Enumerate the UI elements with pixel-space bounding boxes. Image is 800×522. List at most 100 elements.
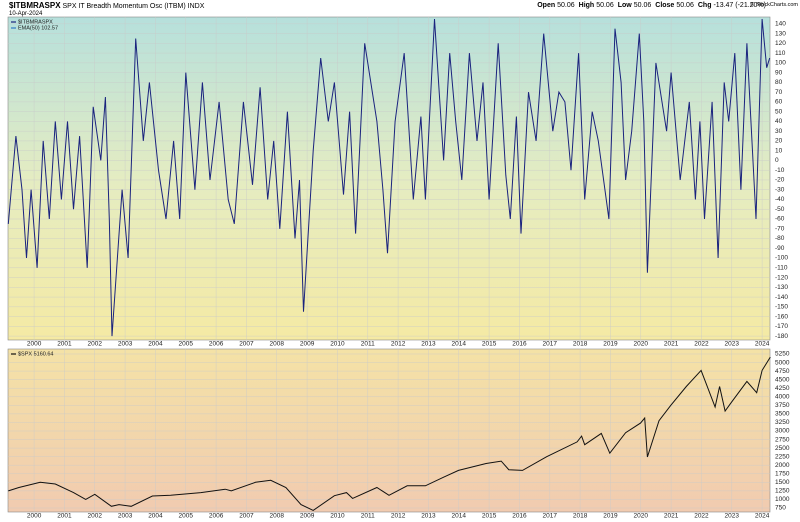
series-line bbox=[7, 18, 771, 337]
y-tick-label: -180 bbox=[775, 333, 788, 340]
y-tick-label: 1000 bbox=[775, 496, 790, 503]
y-tick-label: -90 bbox=[775, 245, 785, 252]
y-tick-label: 80 bbox=[775, 79, 783, 86]
y-tick-label: 20 bbox=[775, 138, 783, 145]
y-tick-label: 30 bbox=[775, 128, 783, 135]
x-tick-label: 2007 bbox=[239, 513, 254, 520]
y-tick-label: 5250 bbox=[775, 351, 790, 358]
x-tick-label: 2010 bbox=[330, 341, 345, 348]
x-tick-label: 2024 bbox=[755, 341, 770, 348]
y-tick-label: 0 bbox=[775, 157, 779, 164]
y-tick-label: 50 bbox=[775, 108, 783, 115]
y-tick-label: 2000 bbox=[775, 462, 790, 469]
x-tick-label: 2000 bbox=[27, 513, 42, 520]
x-tick-label: 2010 bbox=[330, 513, 345, 520]
x-tick-label: 2022 bbox=[694, 513, 709, 520]
y-tick-label: 2500 bbox=[775, 445, 790, 452]
x-tick-label: 2017 bbox=[543, 341, 558, 348]
y-tick-label: 4500 bbox=[775, 376, 790, 383]
quote-label: Chg bbox=[697, 2, 712, 9]
quote-label: Low bbox=[617, 2, 632, 9]
y-tick-label: 70 bbox=[775, 89, 783, 96]
y-tick-label: 1250 bbox=[775, 488, 790, 495]
y-tick-label: 3250 bbox=[775, 419, 790, 426]
subtitle: SPX IT Breadth Momentum Osc (ITBM) INDX bbox=[62, 3, 205, 10]
quote-value: 50.06 bbox=[633, 2, 652, 9]
x-tick-label: 2011 bbox=[361, 513, 375, 520]
x-tick-label: 2021 bbox=[664, 341, 679, 348]
x-tick-label: 2021 bbox=[664, 513, 679, 520]
x-tick-label: 2016 bbox=[512, 341, 527, 348]
y-tick-label: -170 bbox=[775, 323, 788, 330]
y-tick-label: -150 bbox=[775, 304, 788, 311]
y-tick-label: -70 bbox=[775, 225, 785, 232]
y-tick-label: 10 bbox=[775, 147, 783, 154]
date: 10-Apr-2024 bbox=[9, 11, 43, 17]
quote-value: -13.47 (-21.20%) bbox=[713, 2, 766, 9]
x-tick-label: 2017 bbox=[543, 513, 558, 520]
x-tick-label: 2005 bbox=[179, 341, 194, 348]
y-tick-label: 2250 bbox=[775, 453, 790, 460]
x-tick-label: 2005 bbox=[179, 513, 194, 520]
legend-label: $ITBMRASPX bbox=[18, 19, 53, 25]
y-tick-label: 1750 bbox=[775, 470, 790, 477]
x-tick-label: 2020 bbox=[634, 513, 649, 520]
y-tick-label: 40 bbox=[775, 118, 783, 125]
x-tick-label: 2018 bbox=[573, 513, 588, 520]
x-tick-label: 2015 bbox=[482, 513, 497, 520]
x-tick-label: 2004 bbox=[148, 513, 163, 520]
x-tick-label: 2003 bbox=[118, 513, 133, 520]
y-tick-label: 120 bbox=[775, 40, 786, 47]
series-line bbox=[8, 356, 771, 511]
x-tick-label: 2000 bbox=[27, 341, 42, 348]
y-tick-label: 3000 bbox=[775, 428, 790, 435]
y-tick-label: -20 bbox=[775, 177, 785, 184]
x-tick-label: 2012 bbox=[391, 341, 406, 348]
y-tick-label: -110 bbox=[775, 265, 788, 272]
x-tick-label: 2013 bbox=[421, 341, 436, 348]
y-tick-label: -60 bbox=[775, 216, 785, 223]
x-tick-label: 2014 bbox=[452, 341, 467, 348]
x-tick-label: 2023 bbox=[725, 341, 740, 348]
x-tick-label: 2011 bbox=[361, 341, 375, 348]
x-tick-label: 2008 bbox=[270, 341, 285, 348]
x-tick-label: 2009 bbox=[300, 513, 315, 520]
x-tick-label: 2019 bbox=[603, 513, 618, 520]
quote-value: 50.06 bbox=[676, 2, 694, 9]
x-tick-label: 2019 bbox=[603, 341, 618, 348]
y-tick-label: 1500 bbox=[775, 479, 790, 486]
y-tick-label: 140 bbox=[775, 21, 786, 28]
y-tick-label: 60 bbox=[775, 99, 783, 106]
quote-value: 50.06 bbox=[557, 2, 575, 9]
x-tick-label: 2009 bbox=[300, 341, 315, 348]
x-tick-label: 2001 bbox=[57, 341, 72, 348]
x-tick-label: 2004 bbox=[148, 341, 163, 348]
x-tick-label: 2002 bbox=[88, 341, 103, 348]
symbol: $ITBMRASPX bbox=[9, 1, 61, 10]
quote-label: Close bbox=[655, 2, 675, 9]
y-tick-label: 4000 bbox=[775, 393, 790, 400]
x-tick-label: 2024 bbox=[755, 513, 770, 520]
x-tick-label: 2014 bbox=[452, 513, 467, 520]
x-tick-label: 2013 bbox=[421, 513, 436, 520]
annotation: EMA(50) 102.57 bbox=[18, 25, 58, 31]
plot-area bbox=[7, 348, 771, 513]
x-tick-label: 2023 bbox=[725, 513, 740, 520]
quote-value: 50.06 bbox=[596, 2, 614, 9]
x-tick-label: 2003 bbox=[118, 341, 133, 348]
legend-label: $SPX 5160.64 bbox=[18, 351, 53, 357]
y-tick-label: 3750 bbox=[775, 402, 790, 409]
quote-label: High bbox=[578, 2, 595, 9]
y-tick-label: -10 bbox=[775, 167, 785, 174]
y-tick-label: 4250 bbox=[775, 385, 790, 392]
x-tick-label: 2006 bbox=[209, 341, 224, 348]
x-tick-label: 2016 bbox=[512, 513, 527, 520]
x-tick-label: 2002 bbox=[88, 513, 103, 520]
y-tick-label: 100 bbox=[775, 60, 786, 67]
y-tick-label: -120 bbox=[775, 274, 788, 281]
x-tick-label: 2007 bbox=[239, 341, 254, 348]
y-tick-label: -130 bbox=[775, 284, 788, 291]
y-tick-label: 5000 bbox=[775, 359, 790, 366]
